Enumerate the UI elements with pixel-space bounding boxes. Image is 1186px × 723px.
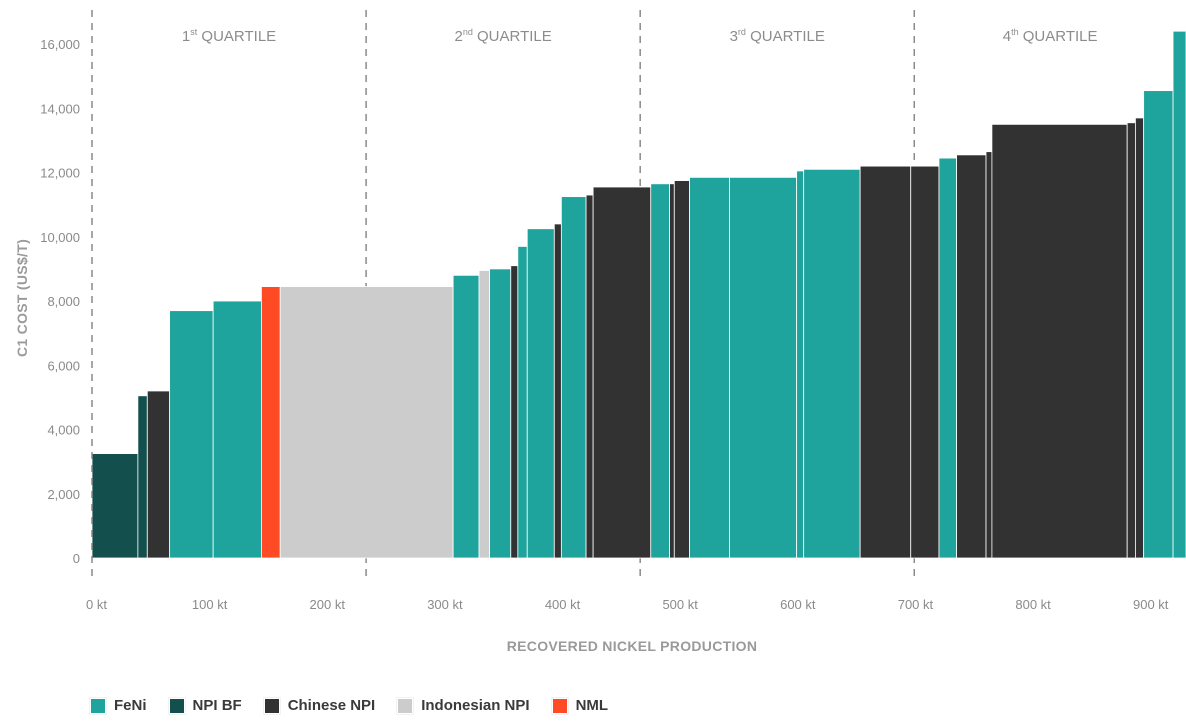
legend-swatch-inpi [396,696,415,715]
x-tick-label-9: 900 kt [1133,597,1169,612]
bar-cnpi-19 [673,180,690,559]
x-axis-title: RECOVERED NICKEL PRODUCTION [507,638,758,654]
bar-feni-11 [517,246,528,559]
legend-label-inpi: Indonesian NPI [421,697,530,714]
cost-curve-chart: 0 2,000 4,000 6,000 8,000 10,000 12,000 14,000 1… [14,10,1186,654]
x-tick-label-1: 100 kt [192,597,228,612]
bar-cnpi-13 [553,223,562,559]
y-tick-label-3: 6,000 [47,358,80,373]
legend-item-cnpi: Chinese NPI [262,696,376,715]
x-tick-label-7: 700 kt [898,597,934,612]
legend-label-nml: NML [575,697,609,714]
bar-cnpi-29 [991,123,1128,559]
bar-feni-26 [938,157,958,559]
x-tick-label-8: 800 kt [1015,597,1051,612]
y-tick-label-7: 14,000 [40,101,80,116]
quartile-label-4: 4th QUARTILE [1003,27,1098,45]
bar-feni-7 [452,274,480,559]
legend-item-inpi: Indonesian NPI [396,696,530,715]
y-axis-title: C1 COST (US$/T) [14,239,30,357]
x-tick-label-0: 0 kt [86,597,107,612]
y-tick-labels: 0 2,000 4,000 6,000 8,000 10,000 12,000 14,000 1… [40,37,80,566]
bar-feni-20 [689,176,730,559]
bar-npibf-0 [91,453,139,559]
bar-feni-9 [489,268,512,559]
x-tick-label-6: 600 kt [780,597,816,612]
x-tick-label-2: 200 kt [310,597,346,612]
legend-swatch-feni [89,696,107,715]
bar-cnpi-15 [585,194,594,559]
legend-swatch-cnpi [262,696,281,715]
bar-cnpi-30 [1126,122,1136,559]
y-tick-label-1: 2,000 [47,487,80,502]
legend: FeNi NPI BF Chinese NPI Indonesian NPI NML [89,696,609,715]
bar-cnpi-24 [859,165,912,559]
x-tick-labels: 0 kt 100 kt 200 kt 300 kt 400 kt 500 kt 600 kt… [86,597,1169,612]
y-tick-label-0: 0 [73,551,80,566]
bar-cnpi-2 [146,390,171,559]
y-tick-label-6: 12,000 [40,166,80,181]
legend-label-npibf: NPI BF [192,697,242,714]
bar-feni-17 [650,183,670,559]
y-tick-label-2: 4,000 [47,423,80,438]
bar-cnpi-25 [910,165,940,559]
bar-cnpi-31 [1135,117,1145,559]
quartile-labels: 1st QUARTILE 2nd QUARTILE 3rd QUARTILE 4th … [182,27,1098,45]
x-tick-label-5: 500 kt [662,597,698,612]
legend-item-npibf: NPI BF [167,696,242,715]
y-tick-label-4: 8,000 [47,294,80,309]
quartile-label-1: 1st QUARTILE [182,27,276,45]
legend-swatch-nml [550,696,569,715]
y-tick-label-5: 10,000 [40,230,80,245]
bar-feni-21 [729,176,798,559]
bars-group [91,30,1186,559]
legend-item-feni: FeNi [89,696,147,715]
bar-feni-33 [1172,30,1186,559]
legend-item-nml: NML [550,696,609,715]
bar-cnpi-16 [592,186,652,559]
legend-label-feni: FeNi [114,697,147,714]
quartile-label-3: 3rd QUARTILE [730,27,825,45]
bar-cnpi-28 [985,151,993,559]
bar-npibf-1 [137,395,148,559]
bar-feni-23 [803,168,861,559]
quartile-label-2: 2nd QUARTILE [454,27,551,45]
bar-inpi-8 [478,270,491,559]
bar-inpi-6 [279,286,454,559]
bar-nml-5 [260,286,281,559]
bar-feni-14 [560,196,587,559]
bar-feni-4 [212,300,262,559]
y-tick-label-8: 16,000 [40,37,80,52]
bar-feni-12 [526,228,555,559]
legend-label-cnpi: Chinese NPI [287,697,376,714]
bar-cnpi-18 [669,183,675,559]
bar-feni-3 [169,310,214,559]
x-tick-label-3: 300 kt [427,597,463,612]
bar-feni-32 [1143,90,1174,559]
legend-swatch-npibf [167,696,186,715]
bar-cnpi-27 [956,154,987,559]
bar-cnpi-10 [510,265,519,559]
bar-feni-22 [796,170,805,559]
x-tick-label-4: 400 kt [545,597,581,612]
